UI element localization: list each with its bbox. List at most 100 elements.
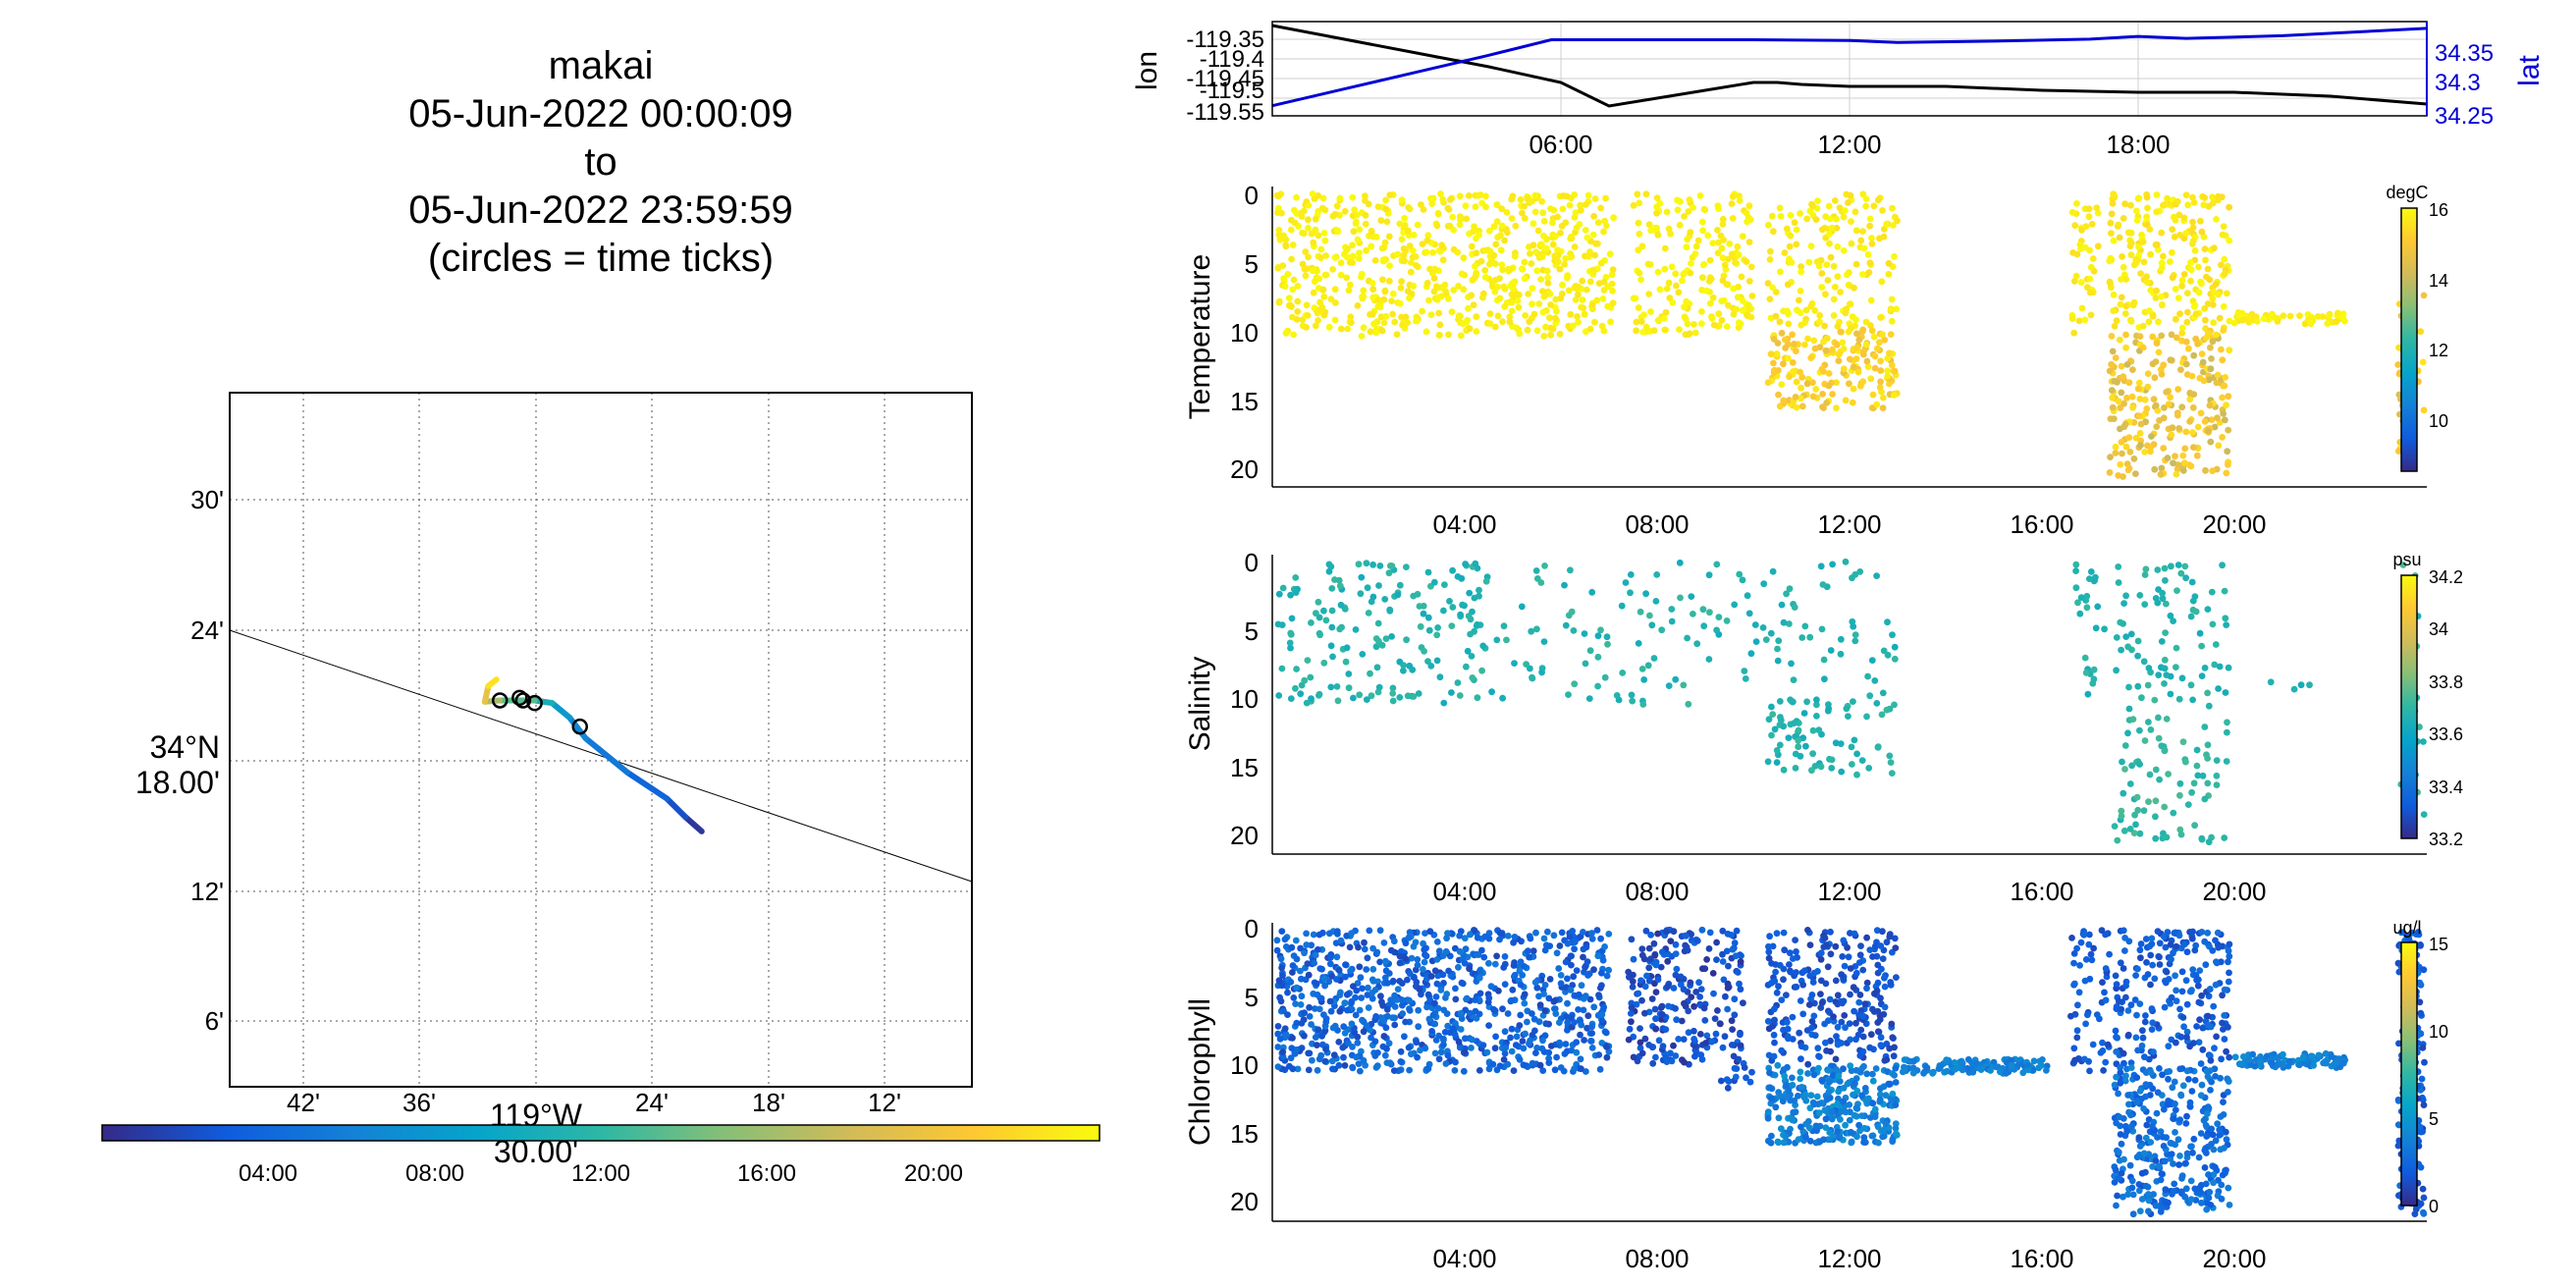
temperature-point xyxy=(1551,314,1559,322)
salinity-point xyxy=(1850,698,1856,705)
chlorophyll-point xyxy=(2206,986,2214,993)
temperature-point xyxy=(2181,445,2189,453)
chlorophyll-point xyxy=(1502,1045,1509,1051)
chlorophyll-point xyxy=(1782,1133,1790,1141)
chlorophyll-point xyxy=(1817,949,1825,957)
chlorophyll-point xyxy=(1734,969,1742,976)
position-x-tick: 06:00 xyxy=(1529,130,1592,159)
chlorophyll-point xyxy=(1279,1048,1287,1055)
temperature-point xyxy=(1854,368,1862,376)
temperature-point xyxy=(1661,265,1669,273)
temperature-point xyxy=(2158,293,2165,300)
salinity-point xyxy=(1800,710,1808,717)
temperature-point xyxy=(1764,379,1772,386)
chlorophyll-point xyxy=(2124,1191,2132,1198)
chlorophyll-point xyxy=(2171,1078,2178,1086)
chlorophyll-point xyxy=(1647,955,1654,963)
chlorophyll-point xyxy=(1541,1007,1549,1014)
temperature-point xyxy=(1319,194,1327,202)
salinity-point xyxy=(2136,726,2143,734)
chlorophyll-point xyxy=(1823,941,1830,949)
chlorophyll-point xyxy=(1741,1064,1748,1071)
chlorophyll-point xyxy=(1748,1068,1755,1076)
salinity-point xyxy=(1528,627,1535,635)
map-panel: 42' 36' 24' 18' 12' 30' 24' 12' 6' 34°N … xyxy=(101,392,1100,1187)
chlorophyll-point xyxy=(1278,964,1285,972)
lat-tick: 34.35 xyxy=(2435,40,2494,67)
chlorophyll-point xyxy=(1538,1045,1546,1052)
temperature-point xyxy=(2071,222,2079,230)
temperature-point xyxy=(1375,296,1382,304)
temperature-point xyxy=(1577,207,1584,214)
temperature-point xyxy=(1351,206,1359,214)
chlorophyll-point xyxy=(2142,1182,2150,1190)
temperature-point xyxy=(1823,261,1831,268)
chlorophyll-point xyxy=(1722,993,1729,1000)
chlorophyll-point xyxy=(1342,961,1349,969)
temperature-point xyxy=(1860,244,1868,252)
chlorophyll-point xyxy=(1588,1045,1596,1051)
chlorophyll-point xyxy=(1451,1031,1459,1039)
temperature-colorbar-tick: 16 xyxy=(2429,200,2448,220)
salinity-point xyxy=(2121,742,2129,749)
temperature-point xyxy=(2120,373,2127,380)
chlorophyll-point xyxy=(1347,967,1354,975)
temperature-point xyxy=(1506,318,1514,326)
chlorophyll-point xyxy=(2122,1072,2129,1080)
salinity-point xyxy=(1769,711,1777,718)
temperature-point xyxy=(1305,224,1312,232)
chlorophyll-point xyxy=(1588,1030,1595,1037)
salinity-point xyxy=(2163,833,2171,841)
track-segment xyxy=(566,714,589,742)
temperature-point xyxy=(2175,425,2183,432)
temperature-point xyxy=(2129,403,2137,411)
temperature-point xyxy=(1543,267,1551,275)
salinity-point xyxy=(1538,665,1546,672)
salinity-point xyxy=(2072,567,2080,574)
temperature-point xyxy=(1879,404,1887,411)
temperature-point xyxy=(1404,319,1412,327)
salinity-point xyxy=(1799,734,1807,742)
temperature-point xyxy=(1381,239,1389,246)
chlorophyll-point xyxy=(2226,1202,2233,1208)
chlorophyll-point xyxy=(1937,1063,1944,1071)
chlorophyll-point xyxy=(1863,1070,1871,1078)
temperature-point xyxy=(1492,276,1499,284)
temperature-point xyxy=(2135,412,2143,420)
chlorophyll-point xyxy=(2210,1162,2218,1170)
map-ylabel-line-1: 34°N xyxy=(150,729,221,765)
salinity-point xyxy=(2173,664,2179,671)
temperature-point xyxy=(2094,242,2102,250)
temperature-point xyxy=(1878,278,1886,286)
chlorophyll-point xyxy=(1495,988,1502,994)
temperature-point xyxy=(1718,316,1726,324)
temperature-point xyxy=(1290,206,1298,214)
chlorophyll-point xyxy=(1288,1045,1296,1051)
salinity-point xyxy=(1693,640,1701,648)
temperature-point xyxy=(1343,274,1351,282)
chlorophyll-point xyxy=(1871,990,1878,997)
chlorophyll-point xyxy=(1626,1025,1634,1033)
temperature-point xyxy=(2167,258,2174,265)
chlorophyll-point xyxy=(1798,1084,1805,1091)
salinity-point xyxy=(2072,561,2080,568)
chlorophyll-point xyxy=(1462,945,1470,953)
temperature-point xyxy=(1356,226,1364,234)
salinity-point xyxy=(1594,653,1602,661)
salinity-point xyxy=(2267,678,2275,686)
temperature-point xyxy=(1547,301,1554,308)
salinity-point xyxy=(1562,621,1570,629)
chlorophyll-point xyxy=(1423,1003,1430,1011)
chlorophyll-point xyxy=(1855,1121,1862,1129)
chlorophyll-point xyxy=(2114,1034,2121,1042)
chlorophyll-point xyxy=(1287,978,1295,986)
temperature-point xyxy=(1331,254,1339,261)
temperature-point xyxy=(1279,262,1287,269)
temperature-point xyxy=(1400,244,1408,252)
chlorophyll-point xyxy=(2104,1041,2112,1048)
chlorophyll-point xyxy=(1730,1052,1738,1060)
chlorophyll-point xyxy=(1711,1015,1719,1022)
temperature-point xyxy=(2108,360,2116,368)
chlorophyll-point xyxy=(1764,1108,1772,1115)
chlorophyll-point xyxy=(1737,1031,1744,1039)
